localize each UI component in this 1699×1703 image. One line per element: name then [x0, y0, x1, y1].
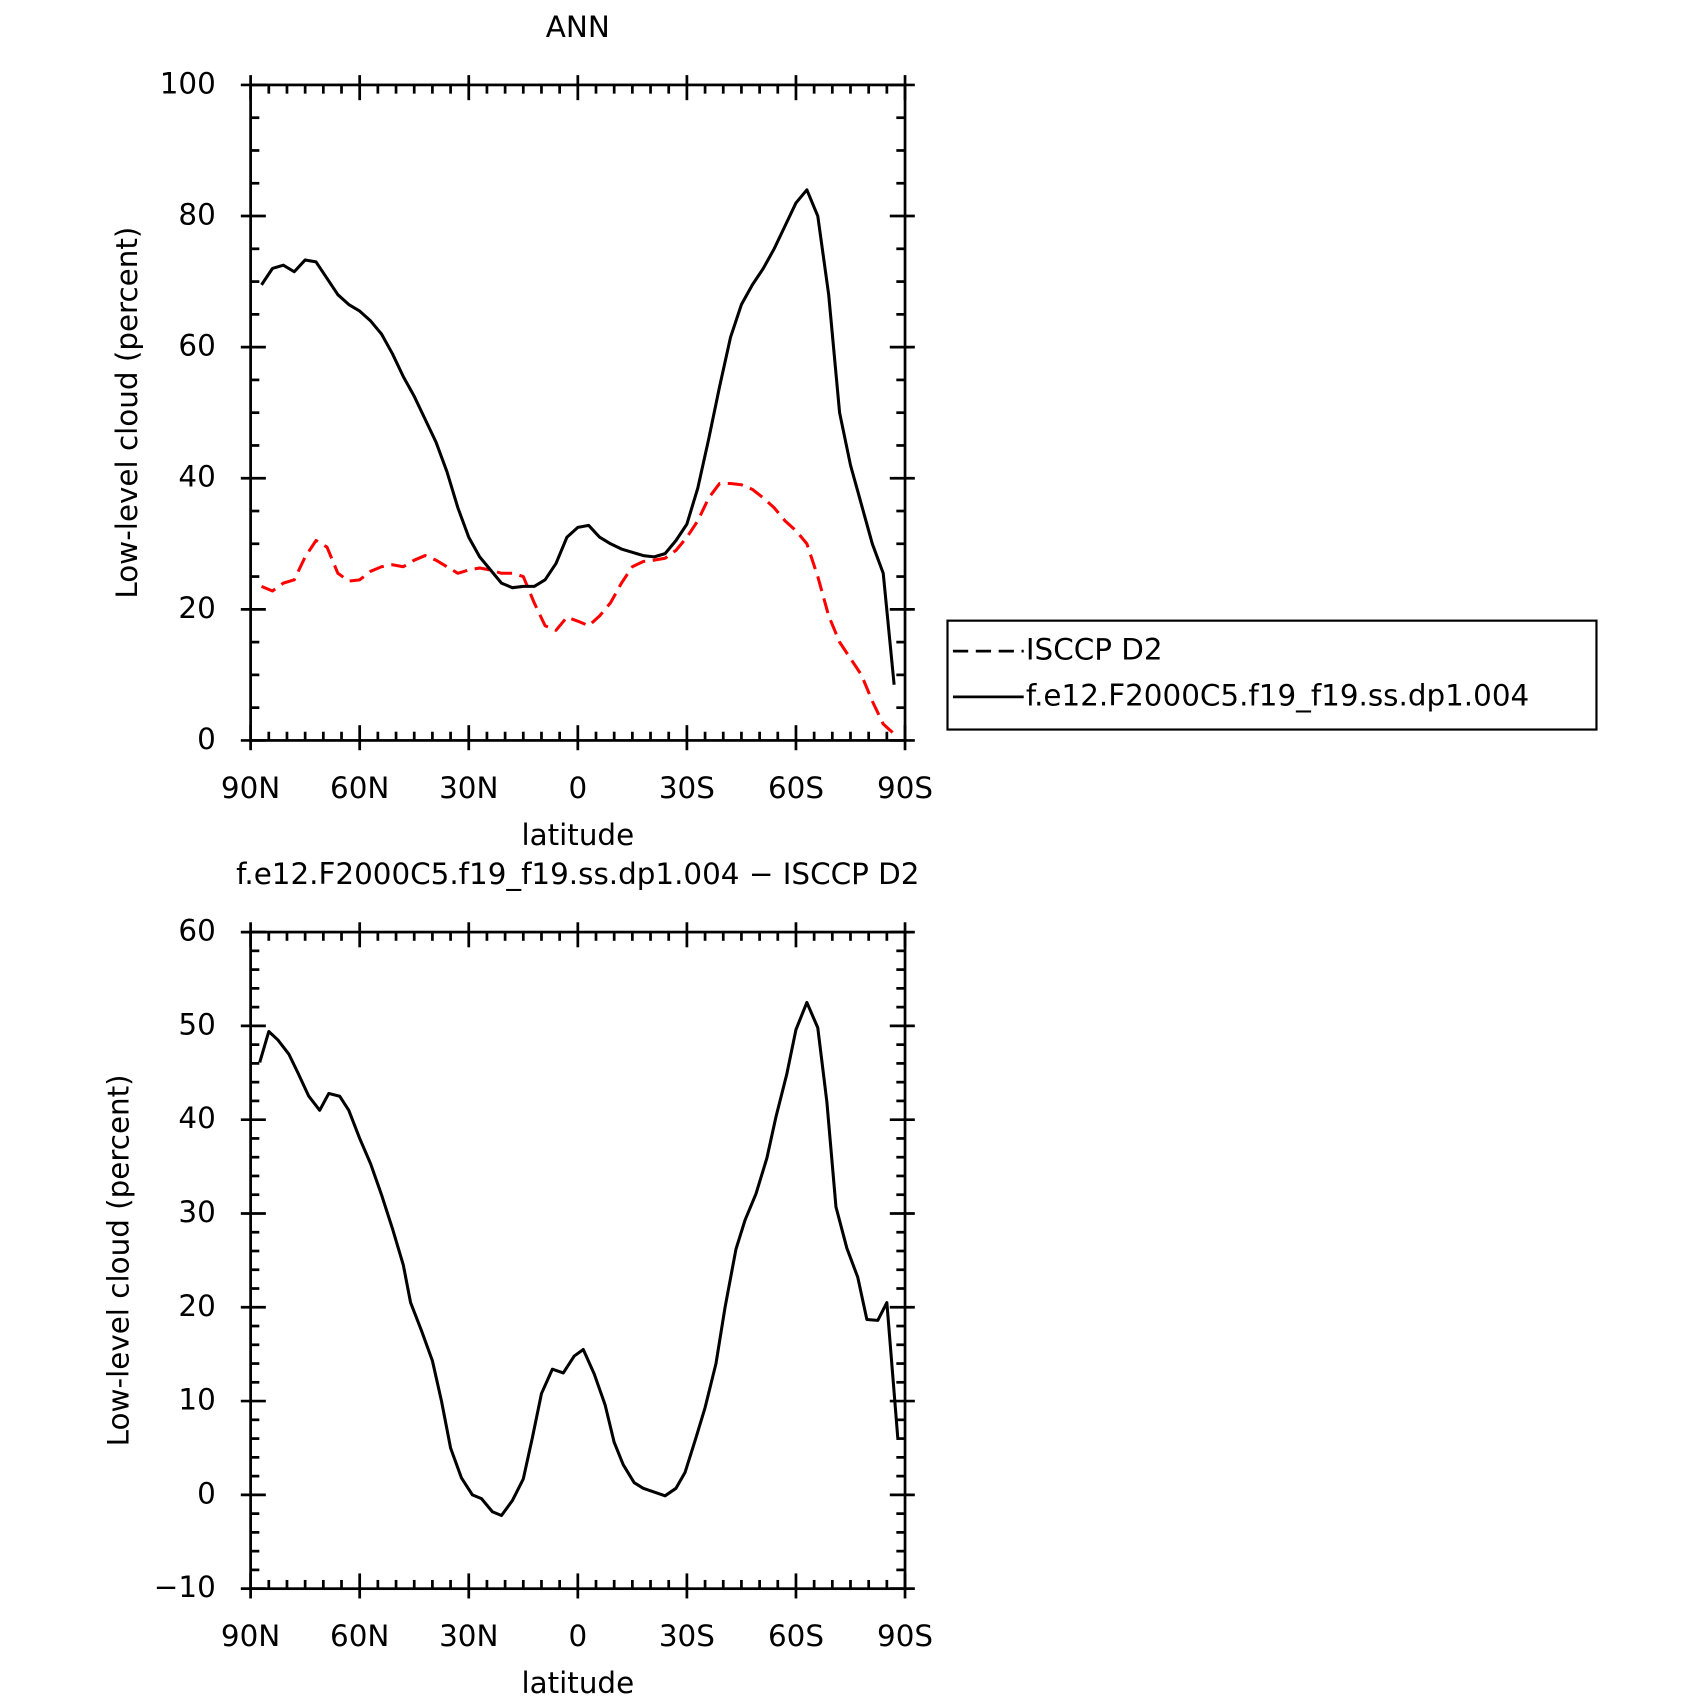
x-tick-label: 0: [568, 771, 587, 805]
y-tick-label: 20: [178, 1289, 215, 1323]
x-tick-label: 60S: [768, 771, 824, 805]
y-axis-label: Low-level cloud (percent): [101, 1074, 135, 1446]
chart-title: ANN: [546, 10, 610, 44]
y-axis-label: Low-level cloud (percent): [110, 227, 144, 599]
y-tick-label: 30: [178, 1195, 215, 1229]
x-tick-label: 90N: [221, 771, 280, 805]
x-axis-label: latitude: [521, 818, 634, 852]
plot-frame: [249, 83, 907, 742]
x-tick-label: 0: [568, 1619, 587, 1653]
x-tick-label: 60N: [330, 771, 389, 805]
plot-frame: [249, 930, 907, 1591]
x-tick-label: 90S: [877, 1619, 933, 1653]
legend-box: [946, 619, 1598, 731]
y-tick-label: 0: [197, 1476, 216, 1510]
x-tick-label: 60N: [330, 1619, 389, 1653]
y-tick-label: 40: [178, 1101, 215, 1135]
y-tick-label: −10: [154, 1570, 216, 1604]
legend-label: ISCCP D2: [1026, 633, 1163, 667]
x-tick-label: 30S: [659, 1619, 715, 1653]
y-tick-label: 60: [178, 329, 215, 363]
y-tick-label: 60: [178, 914, 215, 948]
x-tick-label: 90S: [877, 771, 933, 805]
data-line: [260, 481, 896, 736]
data-line: [258, 1000, 900, 1518]
x-tick-label: 30S: [659, 771, 715, 805]
x-tick-label: 90N: [221, 1619, 280, 1653]
y-tick-label: 40: [178, 460, 215, 494]
y-tick-label: 10: [178, 1383, 215, 1417]
legend-label: f.e12.F2000C5.f19_f19.ss.dp1.004: [1026, 678, 1529, 712]
y-tick-label: 50: [178, 1007, 215, 1041]
x-tick-label: 30N: [439, 771, 498, 805]
x-tick-label: 30N: [439, 1619, 498, 1653]
x-axis-label: latitude: [521, 1666, 634, 1700]
y-tick-label: 100: [160, 66, 216, 100]
y-tick-label: 20: [178, 591, 215, 625]
y-tick-label: 0: [197, 722, 216, 756]
x-tick-label: 60S: [768, 1619, 824, 1653]
chart-title: f.e12.F2000C5.f19_f19.ss.dp1.004 − ISCCP…: [236, 857, 919, 891]
y-tick-label: 80: [178, 198, 215, 232]
data-line: [260, 188, 896, 685]
